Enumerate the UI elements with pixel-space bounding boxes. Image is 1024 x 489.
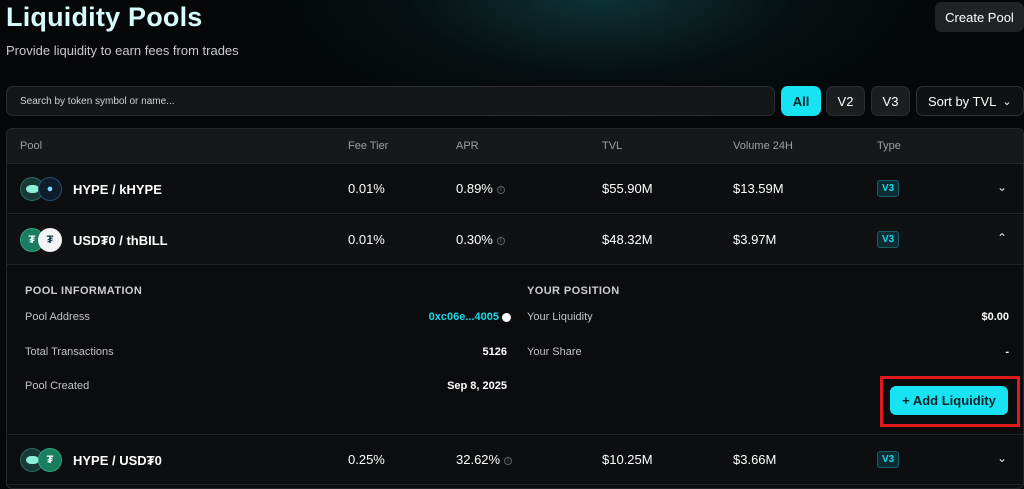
search-input[interactable]: Search by token symbol or name... <box>6 86 775 116</box>
total-transactions-value: 5126 <box>482 346 507 358</box>
tvl-value: $10.25M <box>602 452 653 467</box>
your-liquidity-label: Your Liquidity <box>527 311 593 323</box>
chevron-down-icon: ⌄ <box>1002 95 1012 108</box>
table-header: Pool Fee Tier APR TVL Volume 24H Type <box>7 129 1023 164</box>
tvl-value: $55.90M <box>602 181 653 196</box>
pool-name: HYPE / USD₮0 <box>73 452 162 468</box>
table-row[interactable]: ● HYPE / kHYPE 0.01% 0.89% i $55.90M $13.… <box>7 164 1023 214</box>
create-pool-button[interactable]: Create Pool <box>935 2 1024 32</box>
your-share-value: - <box>1005 346 1009 358</box>
sort-label: Sort by TVL <box>928 93 997 109</box>
type-badge: V3 <box>877 180 900 197</box>
header-tvl: TVL <box>602 140 623 152</box>
pool-information-title: POOL INFORMATION <box>25 285 143 297</box>
background-glow <box>250 0 950 140</box>
volume-value: $13.59M <box>733 181 784 196</box>
pool-address-value: 0xc06e...4005 <box>428 311 499 323</box>
fee-tier: 0.01% <box>348 181 385 196</box>
your-position-title: YOUR POSITION <box>527 285 620 297</box>
header-type: Type <box>877 140 901 152</box>
filter-all-button[interactable]: All <box>781 86 821 116</box>
chevron-up-icon[interactable]: ⌃ <box>997 231 1008 245</box>
fee-tier: 0.01% <box>348 232 385 247</box>
type-badge: V3 <box>877 451 900 468</box>
info-icon[interactable]: i <box>496 236 505 245</box>
table-row[interactable]: ₮ ₮ USD₮0 / thBILL 0.01% 0.30% i $48.32M … <box>7 215 1023 265</box>
your-share-label: Your Share <box>527 346 582 358</box>
pools-table: Pool Fee Tier APR TVL Volume 24H Type ● … <box>6 128 1024 489</box>
info-icon[interactable]: i <box>496 185 505 194</box>
add-liquidity-button[interactable]: + Add Liquidity <box>890 386 1008 415</box>
chevron-down-icon[interactable]: ⌄ <box>997 451 1008 465</box>
pool-name: HYPE / kHYPE <box>73 181 162 197</box>
pool-created-value: Sep 8, 2025 <box>447 380 507 392</box>
highlight-box <box>880 376 1020 427</box>
explorer-link-icon <box>502 312 511 322</box>
pool-created-label: Pool Created <box>25 380 90 392</box>
page-title: Liquidity Pools <box>6 2 203 32</box>
apr-value: 32.62% <box>456 452 501 467</box>
filter-v2-button[interactable]: V2 <box>826 86 865 116</box>
pool-name: USD₮0 / thBILL <box>73 232 168 248</box>
type-badge: V3 <box>877 231 900 248</box>
page-subtitle: Provide liquidity to earn fees from trad… <box>6 43 239 58</box>
your-liquidity-value: $0.00 <box>981 311 1009 323</box>
pool-token-icons: ● <box>20 177 66 201</box>
pool-token-icons: ₮ ₮ <box>20 228 66 252</box>
sort-dropdown[interactable]: Sort by TVL ⌄ <box>916 86 1024 116</box>
volume-value: $3.97M <box>733 232 777 247</box>
thbill-token-icon: ₮ <box>38 228 62 252</box>
pool-token-icons: ₮ <box>20 448 66 472</box>
table-row[interactable]: ₮ HYPE / USD₮0 0.25% 32.62% i $10.25M $3.… <box>7 435 1023 485</box>
header-volume: Volume 24H <box>733 140 793 152</box>
chevron-down-icon[interactable]: ⌄ <box>997 180 1008 194</box>
khype-token-icon: ● <box>38 177 62 201</box>
pool-address-link[interactable]: 0xc06e...4005 <box>429 311 511 323</box>
apr-value: 0.89% <box>456 181 493 196</box>
apr-value: 0.30% <box>456 232 493 247</box>
header-fee-tier: Fee Tier <box>348 140 389 152</box>
header-pool: Pool <box>20 140 43 152</box>
total-transactions-label: Total Transactions <box>25 346 114 358</box>
info-icon[interactable]: i <box>504 456 513 465</box>
search-placeholder: Search by token symbol or name... <box>20 95 175 107</box>
volume-value: $3.66M <box>733 452 777 467</box>
tvl-value: $48.32M <box>602 232 653 247</box>
usdt-token-icon: ₮ <box>38 448 62 472</box>
header-apr: APR <box>456 140 479 152</box>
pool-address-label: Pool Address <box>25 311 90 323</box>
fee-tier: 0.25% <box>348 452 385 467</box>
filter-v3-button[interactable]: V3 <box>871 86 910 116</box>
pool-details-panel: POOL INFORMATION Pool Address 0xc06e...4… <box>7 265 1023 435</box>
